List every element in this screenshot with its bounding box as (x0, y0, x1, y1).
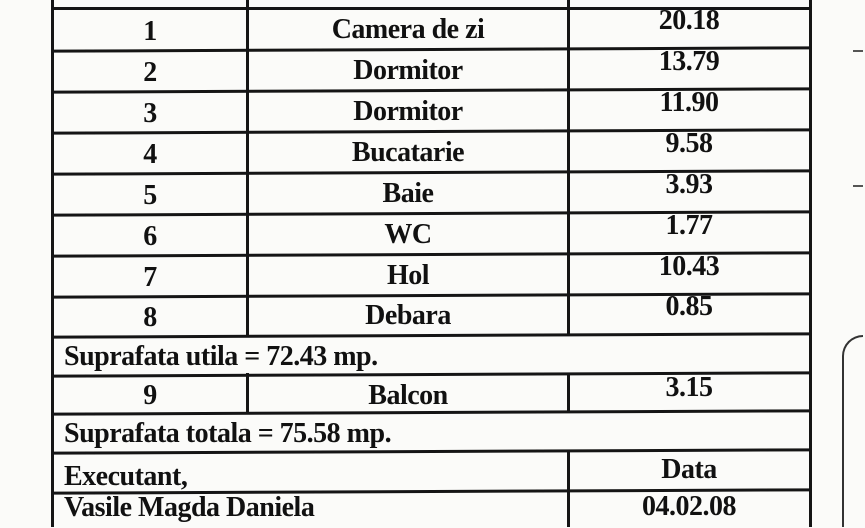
column-line (51, 0, 54, 527)
date-label: Data (661, 454, 717, 485)
total-area: Suprafata totala = 75.58 mp. (64, 418, 392, 449)
column-line (567, 373, 570, 412)
column-line (246, 0, 249, 335)
room-name: Balcon (368, 380, 448, 411)
executant-name: Vasile Magda Daniela (64, 492, 315, 523)
room-area: 20.18 (658, 5, 720, 36)
column-line (246, 373, 249, 412)
room-area: 10.43 (658, 251, 720, 282)
row-number: 4 (143, 139, 157, 170)
official-stamp (842, 335, 863, 527)
room-name: Dormitor (353, 55, 463, 86)
row-number: 6 (143, 221, 157, 252)
row-number: 2 (143, 57, 157, 88)
room-area: 13.79 (658, 46, 720, 77)
room-name: Dormitor (353, 96, 463, 127)
date-value: 04.02.08 (642, 491, 737, 522)
row-number: 5 (143, 180, 157, 211)
useful-area-total: Suprafata utila = 72.43 mp. (64, 341, 378, 372)
room-name: Hol (386, 260, 430, 291)
column-line (809, 0, 812, 527)
executant-label: Executant, (64, 461, 188, 492)
row-number: 1 (143, 16, 157, 47)
room-name: Debara (365, 300, 451, 331)
room-area: 3.15 (665, 372, 714, 403)
room-area: 11.90 (659, 87, 719, 118)
row-number: 7 (143, 262, 157, 293)
column-line (567, 450, 570, 527)
room-area: 0.85 (665, 291, 714, 322)
margin-mark (853, 185, 863, 187)
room-area: 3.93 (665, 169, 714, 200)
room-name: WC (384, 219, 432, 250)
room-name: Baie (382, 178, 434, 209)
row-number: 8 (143, 302, 157, 333)
row-number: 9 (143, 380, 157, 411)
room-area: 1.77 (665, 210, 714, 241)
row-line (52, 7, 812, 10)
room-name: Bucatarie (351, 137, 465, 168)
room-area: 9.58 (665, 128, 714, 159)
column-line (567, 0, 570, 335)
margin-mark (853, 50, 863, 52)
row-number: 3 (143, 98, 157, 129)
room-name: Camera de zi (331, 14, 485, 45)
